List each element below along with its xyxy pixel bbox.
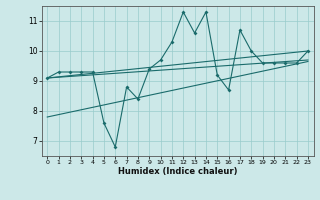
X-axis label: Humidex (Indice chaleur): Humidex (Indice chaleur) (118, 167, 237, 176)
